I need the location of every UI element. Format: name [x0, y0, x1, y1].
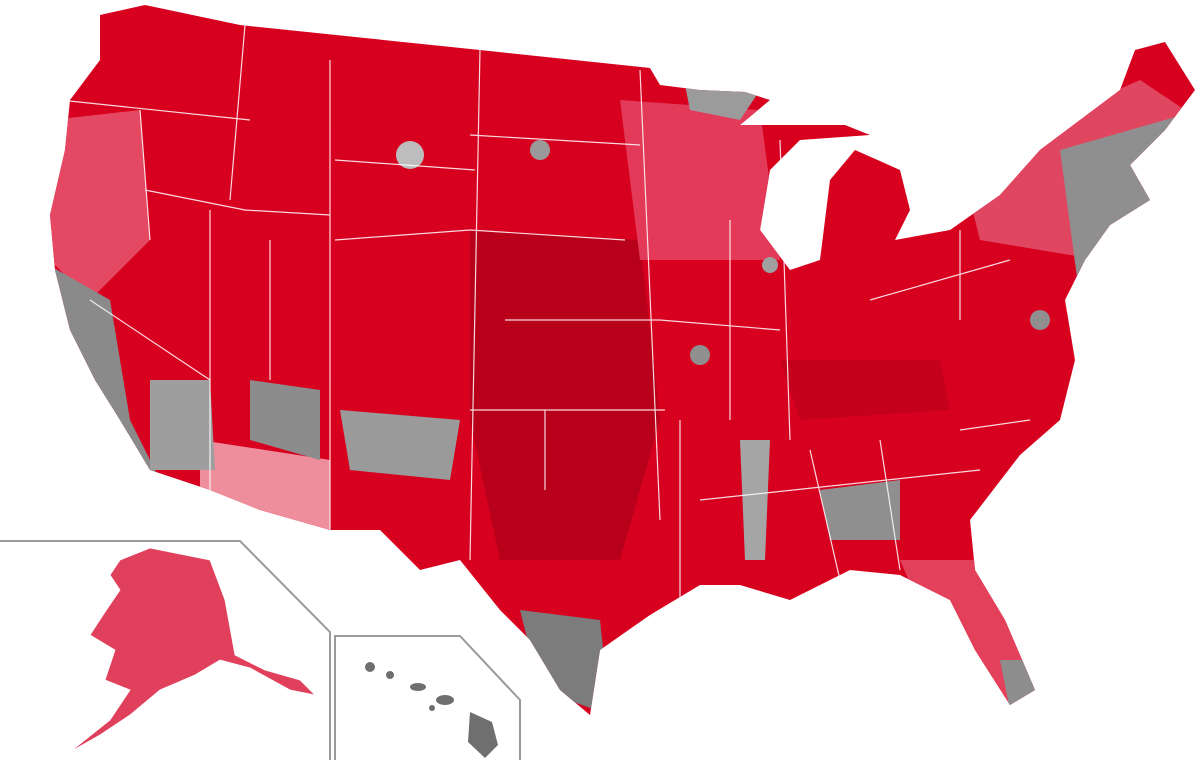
- gray-region: [530, 140, 550, 160]
- gray-region: [340, 410, 460, 480]
- island: [365, 662, 375, 672]
- gray-region: [762, 257, 778, 273]
- pink-region: [50, 110, 150, 300]
- alaska-inset-frame: [0, 540, 331, 760]
- gray-region: [396, 141, 424, 169]
- gray-region: [250, 380, 320, 460]
- island: [410, 683, 426, 691]
- pink-region: [620, 100, 780, 260]
- island: [429, 705, 435, 711]
- gray-region: [520, 610, 610, 715]
- island: [386, 671, 394, 679]
- gray-region: [740, 440, 770, 560]
- alaska: [69, 547, 317, 753]
- dark-region: [470, 230, 660, 560]
- gray-region: [150, 380, 215, 470]
- gray-region: [50, 260, 160, 480]
- island: [436, 695, 454, 705]
- hawaii-inset-frame: [334, 635, 521, 760]
- gray-region: [820, 480, 900, 540]
- gray-region: [1000, 660, 1040, 710]
- gray-region: [1030, 310, 1050, 330]
- island: [468, 712, 498, 758]
- gray-region: [690, 345, 710, 365]
- dark-region: [780, 360, 950, 420]
- state-boundaries: [59, 24, 1031, 600]
- hawaii: [365, 662, 498, 758]
